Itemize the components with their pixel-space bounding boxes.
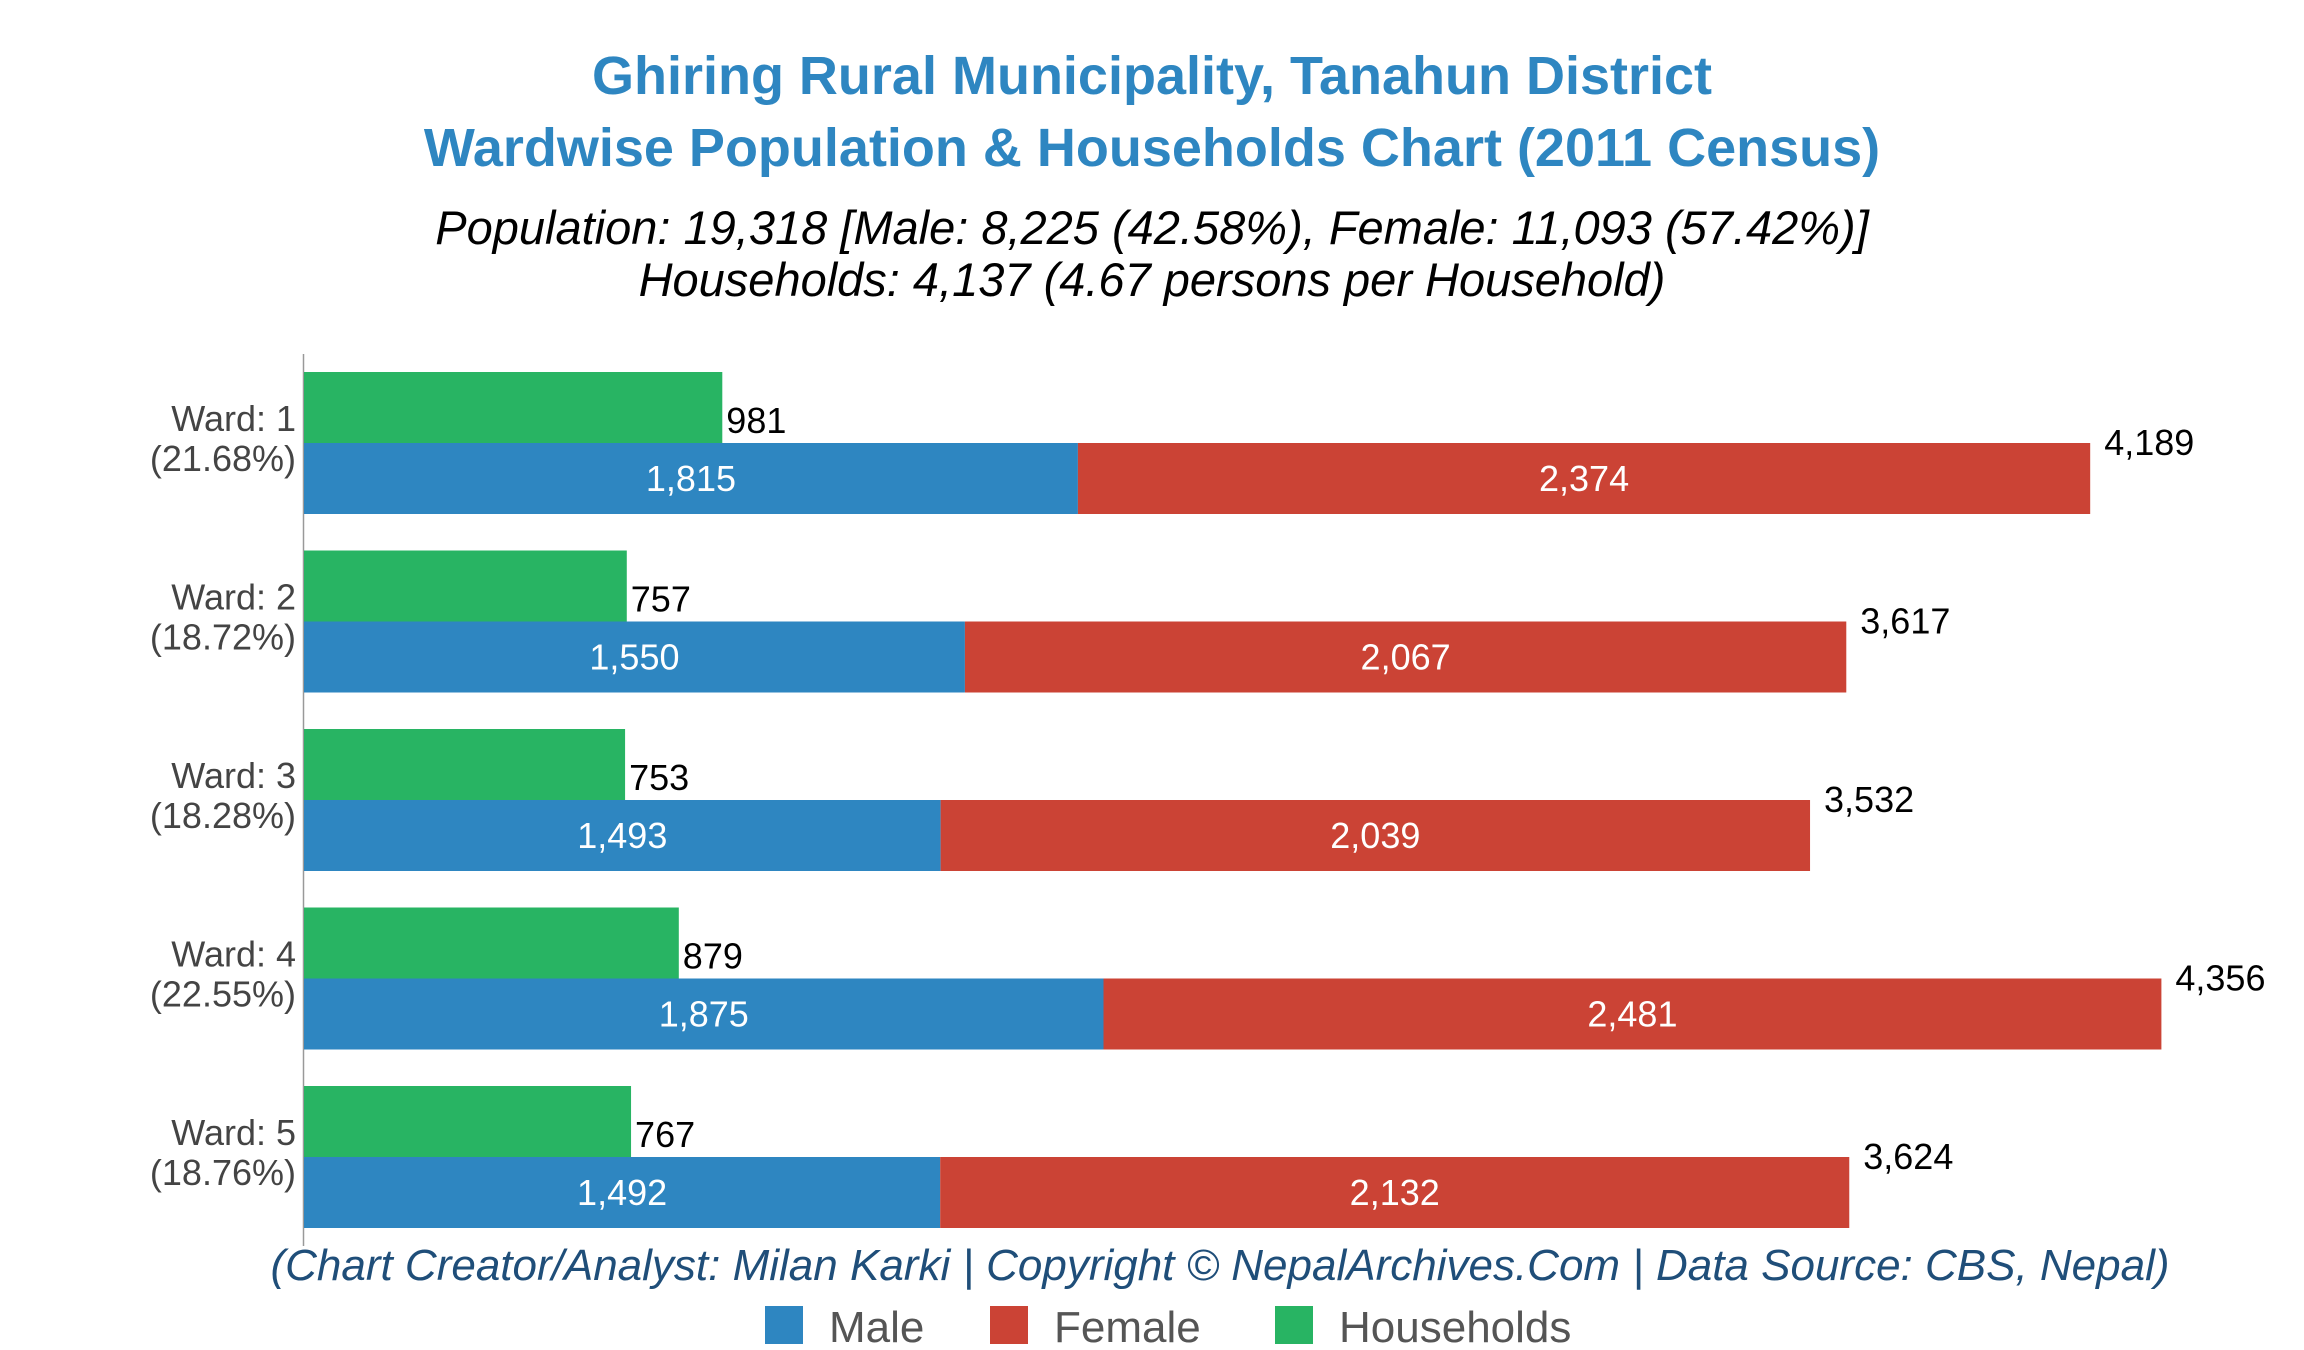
male-bar bbox=[304, 621, 965, 693]
households-bar bbox=[304, 907, 679, 979]
chart-subtitle-line-1: Population: 19,318 [Male: 8,225 (42.58%)… bbox=[435, 201, 1869, 254]
ward-share-label: (21.68%) bbox=[150, 438, 296, 479]
ward-share-label: (22.55%) bbox=[150, 974, 296, 1015]
chart-footer: (Chart Creator/Analyst: Milan Karki | Co… bbox=[270, 1241, 2169, 1290]
female-bar bbox=[1077, 443, 2091, 514]
female-value-label: 2,039 bbox=[1330, 815, 1420, 856]
male-bar bbox=[304, 800, 941, 871]
households-bar bbox=[304, 550, 627, 622]
male-value-label: 1,550 bbox=[589, 637, 679, 678]
ward-share-label: (18.72%) bbox=[150, 617, 296, 658]
ward-label: Ward: 3 bbox=[171, 755, 296, 796]
total-value-label: 3,617 bbox=[1860, 601, 1950, 642]
legend-swatch-households bbox=[1275, 1306, 1313, 1344]
total-value-label: 4,356 bbox=[2175, 958, 2265, 999]
legend: Male Female Households bbox=[765, 1303, 1571, 1350]
total-value-label: 3,624 bbox=[1863, 1136, 1953, 1177]
female-value-label: 2,067 bbox=[1361, 637, 1451, 678]
male-value-label: 1,875 bbox=[659, 994, 749, 1035]
ward-label: Ward: 4 bbox=[171, 934, 296, 975]
female-value-label: 2,374 bbox=[1539, 458, 1629, 499]
ward-label: Ward: 5 bbox=[171, 1112, 296, 1153]
legend-swatch-male bbox=[765, 1306, 803, 1344]
female-bar bbox=[1103, 978, 2162, 1050]
male-bar bbox=[304, 1157, 941, 1228]
bars-group: Ward: 1(21.68%) 981 1,815 2,374 4,189 Ward: 2… bbox=[150, 372, 2265, 1228]
households-value-label: 753 bbox=[629, 757, 689, 798]
male-bar bbox=[304, 443, 1078, 514]
legend-label-female: Female bbox=[1054, 1303, 1201, 1350]
households-bar bbox=[304, 1086, 632, 1157]
female-value-label: 2,481 bbox=[1587, 994, 1677, 1035]
households-value-label: 981 bbox=[726, 400, 786, 441]
female-bar bbox=[940, 1157, 1850, 1228]
female-value-label: 2,132 bbox=[1350, 1172, 1440, 1213]
total-value-label: 4,189 bbox=[2104, 422, 2194, 463]
households-value-label: 767 bbox=[635, 1114, 695, 1155]
male-value-label: 1,493 bbox=[577, 815, 667, 856]
households-value-label: 879 bbox=[683, 936, 743, 977]
male-value-label: 1,815 bbox=[646, 458, 736, 499]
chart-subtitle-line-2: Households: 4,137 (4.67 persons per Hous… bbox=[639, 253, 1666, 306]
female-bar bbox=[940, 800, 1811, 871]
male-bar bbox=[304, 978, 1104, 1050]
ward-share-label: (18.76%) bbox=[150, 1152, 296, 1193]
ward-label: Ward: 1 bbox=[171, 398, 296, 439]
households-value-label: 757 bbox=[631, 579, 691, 620]
legend-label-households: Households bbox=[1339, 1303, 1571, 1350]
ward-share-label: (18.28%) bbox=[150, 795, 296, 836]
total-value-label: 3,532 bbox=[1824, 779, 1914, 820]
male-value-label: 1,492 bbox=[577, 1172, 667, 1213]
legend-swatch-female bbox=[990, 1306, 1028, 1344]
chart-title-line-1: Ghiring Rural Municipality, Tanahun Dist… bbox=[592, 46, 1712, 106]
female-bar bbox=[964, 621, 1847, 693]
chart-title-line-2: Wardwise Population & Households Chart (… bbox=[424, 118, 1880, 178]
households-bar bbox=[304, 729, 626, 800]
ward-label: Ward: 2 bbox=[171, 577, 296, 618]
households-bar bbox=[304, 372, 723, 443]
legend-label-male: Male bbox=[829, 1303, 924, 1350]
